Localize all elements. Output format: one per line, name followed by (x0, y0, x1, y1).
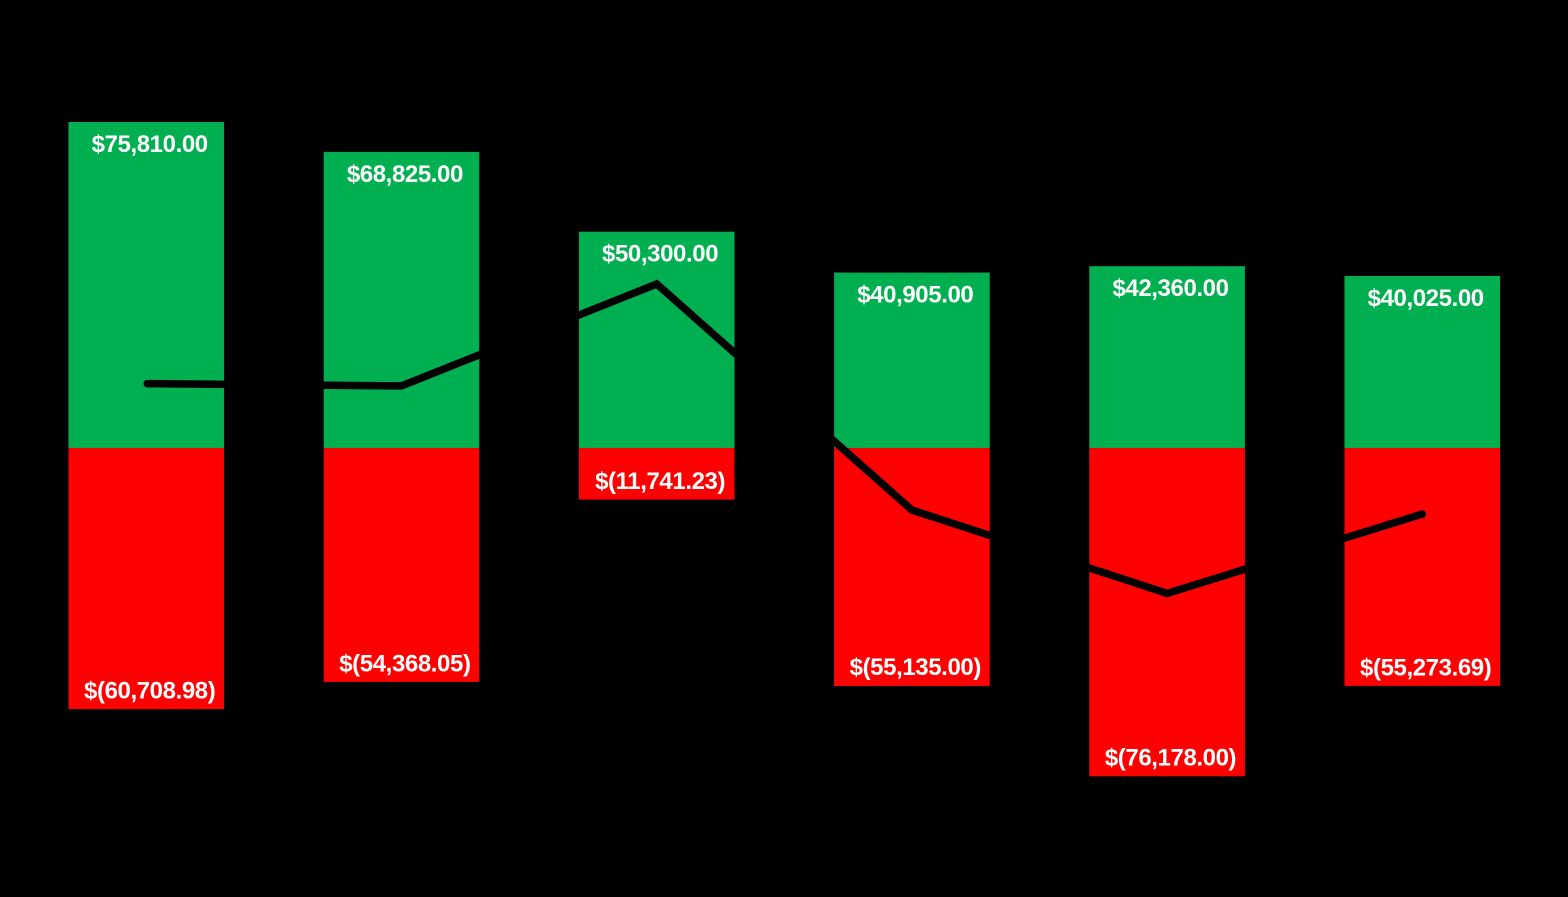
svg-text:$42,360.00: $42,360.00 (1112, 275, 1228, 302)
svg-text:$(76,178.00): $(76,178.00) (1105, 745, 1236, 772)
svg-text:$(60,708.98): $(60,708.98) (84, 678, 215, 705)
svg-text:$75,810.00: $75,810.00 (92, 131, 208, 158)
svg-text:$68,825.00: $68,825.00 (347, 161, 463, 188)
svg-text:$40,025.00: $40,025.00 (1368, 285, 1484, 312)
svg-text:$40,905.00: $40,905.00 (857, 282, 973, 309)
svg-text:$(54,368.05): $(54,368.05) (339, 650, 470, 677)
svg-text:$(55,273.69): $(55,273.69) (1360, 654, 1491, 681)
svg-text:$50,300.00: $50,300.00 (602, 241, 718, 268)
svg-text:$(55,135.00): $(55,135.00) (850, 654, 981, 681)
svg-text:$(11,741.23): $(11,741.23) (595, 468, 725, 495)
